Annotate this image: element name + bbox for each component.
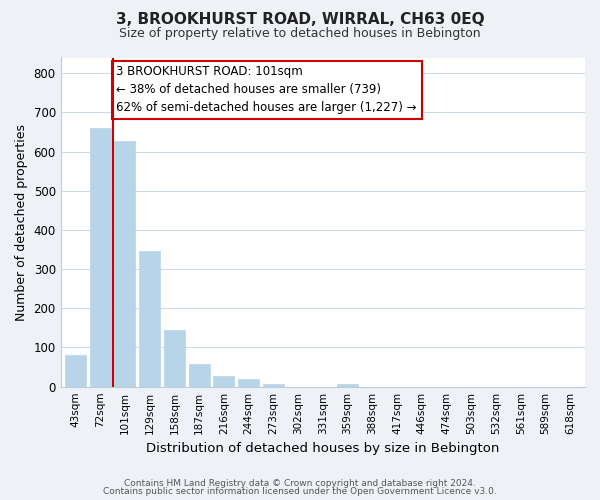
Text: 3, BROOKHURST ROAD, WIRRAL, CH63 0EQ: 3, BROOKHURST ROAD, WIRRAL, CH63 0EQ [116, 12, 484, 28]
Bar [214, 376, 235, 386]
X-axis label: Distribution of detached houses by size in Bebington: Distribution of detached houses by size … [146, 442, 500, 455]
Y-axis label: Number of detached properties: Number of detached properties [15, 124, 28, 320]
Bar [164, 330, 185, 386]
Bar [90, 128, 111, 386]
Bar [115, 140, 136, 386]
Bar [238, 379, 259, 386]
Text: Contains public sector information licensed under the Open Government Licence v3: Contains public sector information licen… [103, 487, 497, 496]
Bar [337, 384, 358, 386]
Bar [65, 354, 86, 386]
Text: 3 BROOKHURST ROAD: 101sqm
← 38% of detached houses are smaller (739)
62% of semi: 3 BROOKHURST ROAD: 101sqm ← 38% of detac… [116, 66, 417, 114]
Bar [188, 364, 209, 386]
Text: Size of property relative to detached houses in Bebington: Size of property relative to detached ho… [119, 28, 481, 40]
Text: Contains HM Land Registry data © Crown copyright and database right 2024.: Contains HM Land Registry data © Crown c… [124, 478, 476, 488]
Bar [139, 250, 160, 386]
Bar [263, 384, 284, 386]
